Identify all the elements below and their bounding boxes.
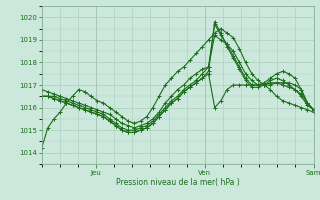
X-axis label: Pression niveau de la mer( hPa ): Pression niveau de la mer( hPa ) xyxy=(116,178,239,187)
